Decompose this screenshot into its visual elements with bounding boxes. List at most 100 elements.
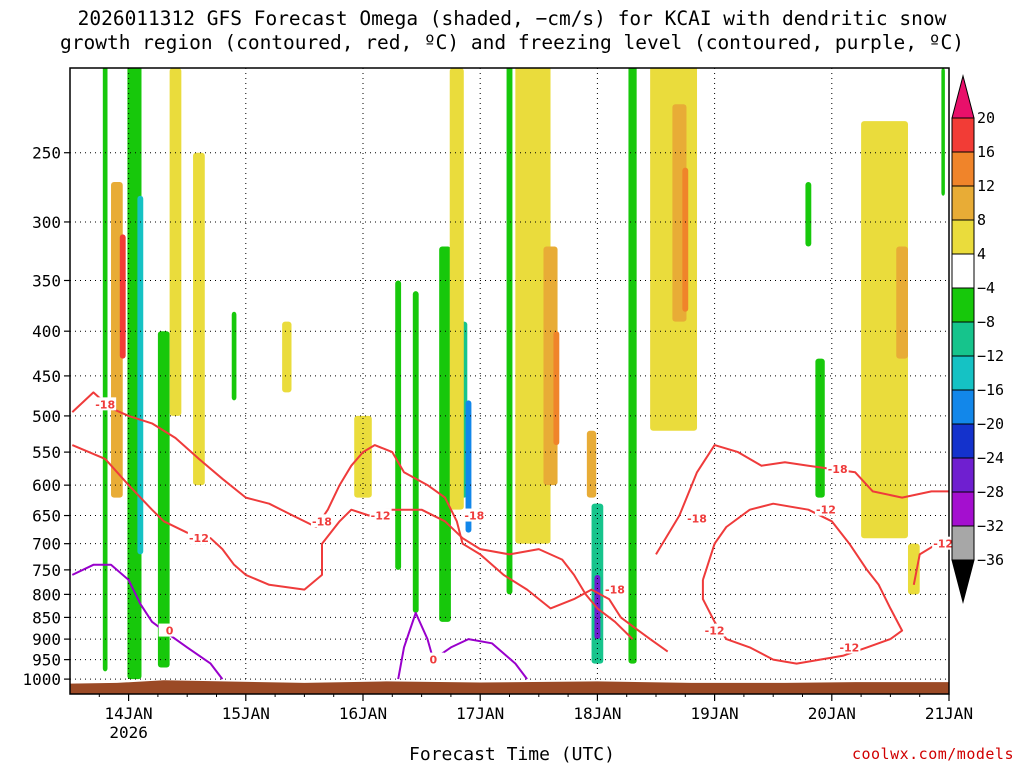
omega-cell-28 (815, 358, 825, 498)
omega-cell-9 (282, 321, 292, 393)
x-tick-label-21: 21JAN (925, 704, 973, 723)
contour-label-0-3: -18 (605, 584, 625, 597)
colorbar-label-3: 8 (977, 211, 986, 229)
contour-label-bg-0-3 (603, 582, 626, 596)
y-tick-label-550: 550 (32, 443, 61, 462)
contour-2 (655, 444, 949, 555)
omega-cell-31 (896, 246, 908, 359)
omega-cell-7 (193, 152, 205, 486)
contour-label-3-2: -12 (839, 641, 859, 654)
colorbar-bin-6 (951, 287, 975, 323)
contour-label-bg-3-1 (703, 623, 726, 637)
omega-cell-30 (861, 121, 908, 539)
contour-3 (701, 502, 904, 665)
y-tick-label-400: 400 (32, 322, 61, 341)
colorbar-label-10: −24 (977, 449, 1004, 467)
credit-link[interactable]: coolwx.com/models (851, 745, 1014, 763)
contour-label-bg-6-0 (422, 652, 445, 666)
omega-cell-24 (628, 68, 637, 664)
chart-title-line2: growth region (contoured, red, ºC) and f… (60, 31, 964, 54)
omega-cell-11 (395, 280, 402, 570)
contour-0 (71, 391, 669, 653)
y-tick-label-850: 850 (32, 608, 61, 627)
chart-title-line1: 2026011312 GFS Forecast Omega (shaded, −… (77, 7, 947, 30)
contour-label-2-1: -18 (828, 463, 848, 476)
colorbar-bin-5 (951, 253, 975, 289)
y-tick-label-500: 500 (32, 407, 61, 426)
x-axis-title: Forecast Time (UTC) (409, 744, 615, 765)
x-tick-label-19: 19JAN (691, 704, 739, 723)
contour-label-3-1: -12 (705, 625, 725, 638)
contour-label-bg-0-1 (310, 514, 333, 528)
colorbar-label-4: 4 (977, 245, 986, 263)
omega-shading (102, 68, 945, 680)
x-tick-label-16: 16JAN (339, 704, 387, 723)
contour-label-0-1: -18 (312, 515, 332, 528)
contour-label-bg-3-2 (838, 640, 861, 654)
x-tick-label-14: 14JAN (105, 704, 153, 723)
omega-cell-27 (682, 167, 689, 312)
contour-label-bg-3-0 (814, 502, 837, 516)
omega-cell-15 (465, 400, 472, 533)
contour-6 (397, 611, 528, 680)
omega-cell-4 (137, 195, 144, 555)
colorbar-label-12: −32 (977, 517, 1004, 535)
omega-cell-13 (439, 246, 451, 622)
colorbar-bin-4 (951, 219, 975, 255)
colorbar-label-5: −4 (977, 279, 995, 297)
y-tick-label-300: 300 (32, 213, 61, 232)
x-tick-label-18: 18JAN (573, 704, 621, 723)
colorbar-label-8: −16 (977, 381, 1004, 399)
colorbar-bin-2 (951, 151, 975, 187)
contour-label-bg-4-0 (932, 536, 955, 550)
contour-label-0-2: -18 (464, 510, 484, 523)
colorbar-label-1: 16 (977, 143, 995, 161)
x-tick-label-15: 15JAN (222, 704, 270, 723)
omega-cell-5 (157, 331, 170, 668)
omega-cell-19 (553, 331, 560, 446)
y-tick-label-250: 250 (32, 144, 61, 163)
colorbar-label-6: −8 (977, 313, 995, 331)
x-tick-label-20: 20JAN (808, 704, 856, 723)
omega-cell-23 (586, 430, 597, 498)
omega-cell-29 (805, 181, 812, 247)
contour-label-2-0: -18 (687, 512, 707, 525)
contour-5 (71, 563, 224, 680)
omega-cell-2 (102, 68, 108, 672)
contour-label-bg-1-1 (369, 508, 392, 522)
omega-cell-17 (515, 68, 551, 544)
colorbar-bin-9 (951, 389, 975, 425)
contour-label-bg-2-1 (826, 461, 849, 475)
x-tick-label-17: 17JAN (456, 704, 504, 723)
contour-labels: -18 -18 -18 -18 -12 -12 -18 -18 -12 -12 -12 -12 0 0 (94, 397, 955, 667)
colorbar-bottom-arrow (951, 559, 975, 604)
colorbar-label-13: −36 (977, 551, 1004, 569)
contour-lines (71, 391, 949, 680)
colorbar-label-7: −12 (977, 347, 1004, 365)
colorbar-bin-1 (951, 117, 975, 153)
colorbar: 20 16 12 8 4 −4 −8 −12 −16 −20 −24 −28 −32 −36 (951, 74, 1004, 604)
y-axis: 250 300 350 400 450 500 550 600 650 700 750 800 850 9… (22, 144, 70, 689)
y-tick-label-750: 750 (32, 561, 61, 580)
contour-label-6-0: 0 (429, 654, 437, 667)
contour-label-3-0: -12 (816, 504, 836, 517)
colorbar-top-arrow (951, 74, 975, 119)
colorbar-label-9: −20 (977, 415, 1004, 433)
y-tick-label-800: 800 (32, 585, 61, 604)
colorbar-bin-12 (951, 491, 975, 527)
omega-cell-32 (907, 543, 920, 595)
y-tick-label-350: 350 (32, 271, 61, 290)
y-tick-label-700: 700 (32, 535, 61, 554)
contour-label-5-0: 0 (166, 625, 174, 638)
contour-label-1-1: -12 (371, 510, 391, 523)
contour-label-1-0: -12 (189, 532, 209, 545)
colorbar-bin-7 (951, 321, 975, 357)
omega-cell-8 (231, 311, 237, 401)
colorbar-bin-11 (951, 457, 975, 493)
omega-cell-33 (941, 68, 945, 196)
colorbar-bin-8 (951, 355, 975, 391)
x-tick-sublabel-14: 2026 (109, 723, 148, 742)
terrain-ground (70, 680, 949, 694)
